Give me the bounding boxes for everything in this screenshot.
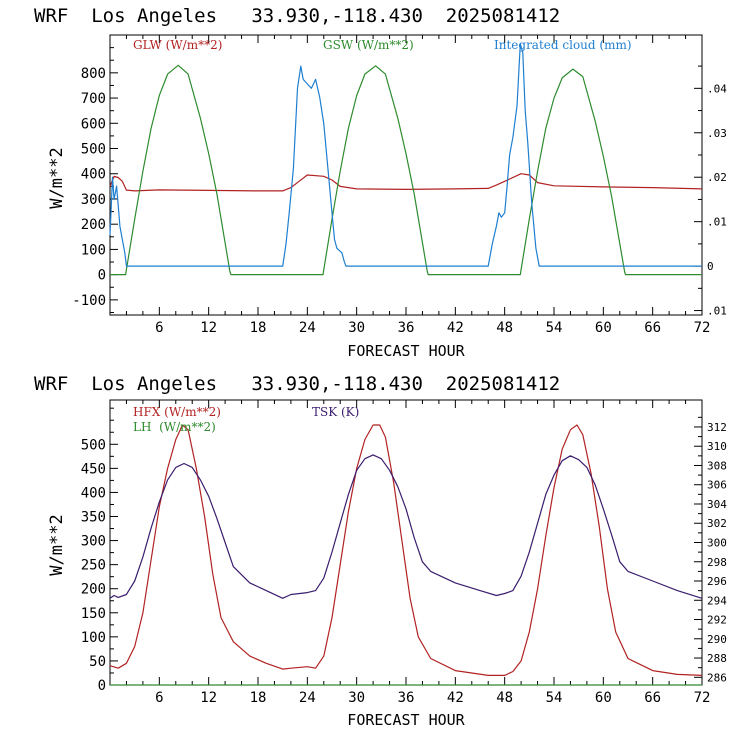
- chart-bottom-ytick-label: 0: [98, 678, 106, 694]
- chart-bottom-series-line-0: [109, 424, 703, 676]
- chart-top-xtick-label: 18: [250, 320, 267, 336]
- chart-bottom-legend-lh: LH (W/m**2): [133, 420, 216, 434]
- chart-bottom-xtick-label: 72: [694, 690, 711, 706]
- chart-top-xtick-label: 66: [644, 320, 661, 336]
- chart-top-xtick-label: 54: [546, 320, 563, 336]
- chart-top-legend-gsw: GSW (W/m**2): [323, 38, 414, 52]
- chart-bottom-y2tick-label: 292: [707, 614, 727, 627]
- chart-top-ytick-label: 400: [81, 167, 106, 183]
- chart-top-xtick-label: 12: [200, 320, 217, 336]
- chart-top-legend-glw: GLW (W/m**2): [133, 38, 222, 52]
- chart-bottom-ytick-label: 50: [89, 654, 106, 670]
- chart-bottom-legend-hfx: HFX (W/m**2): [133, 405, 221, 419]
- chart-bottom-y2tick-label: 300: [707, 537, 727, 550]
- chart-bottom-ytick-label: 100: [81, 630, 106, 646]
- chart-top-xlabel: FORECAST HOUR: [347, 342, 465, 360]
- chart-bottom-plot-frame: [109, 399, 703, 686]
- chart-top-ytick-label: 600: [81, 116, 106, 132]
- chart-top-series-line-0: [109, 173, 703, 192]
- chart-bottom-y2tick-label: 304: [707, 498, 727, 511]
- chart-top: WRF Los Angeles 33.930,-118.430 20250814…: [34, 5, 727, 360]
- chart-bottom-y2tick-label: 296: [707, 575, 727, 588]
- chart-top-series: [109, 43, 703, 276]
- chart-bottom-ytick-label: 400: [81, 485, 106, 501]
- chart-top-xtick-label: 30: [348, 320, 365, 336]
- chart-bottom-y2tick-label: 306: [707, 479, 727, 492]
- chart-bottom-y2tick-label: 302: [707, 517, 727, 530]
- chart-top-y2tick-label: .03: [707, 127, 727, 140]
- chart-top-y2tick-label: .01: [707, 216, 727, 229]
- chart-top-ytick-label: 100: [81, 242, 106, 258]
- chart-bottom-y2tick-label: 298: [707, 556, 727, 569]
- chart-top-legend-cloud: Integrated cloud (mm): [494, 38, 632, 52]
- chart-top-xtick-label: 60: [595, 320, 612, 336]
- chart-top-plot-frame: [109, 34, 703, 316]
- chart-top-title: WRF Los Angeles 33.930,-118.430 20250814…: [34, 5, 560, 27]
- chart-top-xtick-label: 36: [398, 320, 415, 336]
- chart-top-ytick-label: 700: [81, 91, 106, 107]
- chart-bottom-xtick-label: 36: [398, 690, 415, 706]
- chart-bottom-y2tick-label: 312: [707, 421, 727, 434]
- chart-top-ytick-label: 200: [81, 217, 106, 233]
- chart-bottom-xtick-label: 60: [595, 690, 612, 706]
- chart-bottom-series: [109, 424, 703, 686]
- chart-bottom-xtick-label: 48: [496, 690, 513, 706]
- chart-top-ytick-label: 800: [81, 66, 106, 82]
- chart-top-xtick-label: 48: [496, 320, 513, 336]
- chart-bottom-series-line-1: [109, 454, 703, 599]
- chart-bottom-title: WRF Los Angeles 33.930,-118.430 20250814…: [34, 373, 560, 395]
- chart-bottom-ytick-label: 450: [81, 461, 106, 477]
- chart-bottom-xtick-label: 30: [348, 690, 365, 706]
- chart-top-xtick-label: 42: [447, 320, 464, 336]
- chart-top-y2tick-label: .02: [707, 171, 727, 184]
- chart-bottom-xtick-label: 66: [644, 690, 661, 706]
- chart-top-ylabel: W/m**2: [47, 147, 67, 208]
- chart-bottom-xlabel: FORECAST HOUR: [347, 711, 465, 729]
- chart-bottom-xtick-label: 42: [447, 690, 464, 706]
- chart-top-xtick-label: 72: [694, 320, 711, 336]
- chart-bottom-y2tick-label: 288: [707, 652, 727, 665]
- chart-bottom-legend-tsk: TSK (K): [312, 405, 359, 419]
- chart-bottom-ytick-label: 300: [81, 534, 106, 550]
- chart-bottom-ytick-label: 250: [81, 558, 106, 574]
- chart-bottom-y2tick-label: 290: [707, 633, 727, 646]
- chart-top-ytick-label: -100: [72, 293, 106, 309]
- chart-bottom-ticks: 6 12 18 24 30 36 42 48 54 60 66 72 0 50 100 150 200 250 30…: [81, 400, 727, 706]
- chart-bottom-ytick-label: 200: [81, 582, 106, 598]
- chart-bottom-xtick-label: 12: [200, 690, 217, 706]
- chart-bottom-ytick-label: 500: [81, 437, 106, 453]
- chart-bottom-y2tick-label: 310: [707, 440, 727, 453]
- chart-bottom-xtick-label: 54: [546, 690, 563, 706]
- chart-bottom-ylabel: W/m**2: [47, 514, 67, 575]
- chart-bottom-y2tick-label: 294: [707, 594, 727, 607]
- chart-top-xtick-label: 24: [299, 320, 316, 336]
- chart-top-ytick-label: 500: [81, 142, 106, 158]
- chart-top-ytick-label: 0: [98, 268, 106, 284]
- chart-bottom-xtick-label: 6: [155, 690, 163, 706]
- chart-bottom-y2tick-label: 308: [707, 459, 727, 472]
- chart-top-ytick-label: 300: [81, 192, 106, 208]
- chart-bottom-xtick-label: 24: [299, 690, 316, 706]
- chart-top-ticks: 6 12 18 24 30 36 42 48 54 60 66 72 -100 0 100 200 300 400…: [72, 34, 727, 336]
- chart-bottom-xtick-label: 18: [250, 690, 267, 706]
- chart-top-y2tick-label: 0: [707, 260, 714, 273]
- chart-top-y2tick-label: .04: [707, 82, 727, 95]
- chart-top-y2tick-label: .01: [707, 305, 727, 318]
- chart-bottom-y2tick-label: 286: [707, 671, 727, 684]
- chart-top-series-line-2: [109, 43, 702, 267]
- chart-top-series-line-1: [110, 64, 702, 276]
- chart-bottom-ytick-label: 150: [81, 606, 106, 622]
- chart-bottom-ytick-label: 350: [81, 510, 106, 526]
- chart-top-xtick-label: 6: [155, 320, 163, 336]
- chart-bottom: WRF Los Angeles 33.930,-118.430 20250814…: [34, 373, 727, 729]
